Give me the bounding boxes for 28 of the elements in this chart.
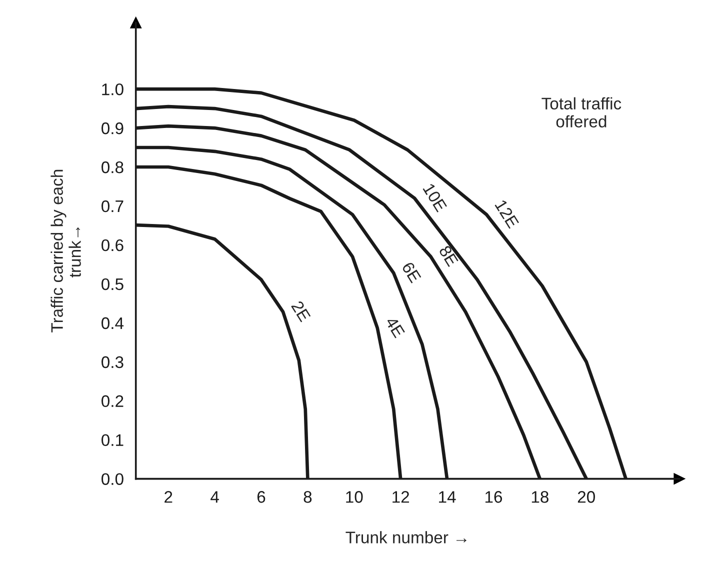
x-tick-label: 16 [485,491,502,503]
y-tick-label: 0.8 [102,161,124,174]
x-tick-label: 10 [346,491,363,503]
y-tick-label: 0.0 [102,473,124,486]
y-tick-label: 0.7 [102,200,124,212]
y-axis-title: Traffic carried by each trunk→ [50,170,81,332]
y-tick-label: 1.0 [102,83,124,96]
y-tick-label: 0.4 [102,317,124,330]
x-tick-label: 14 [439,491,456,503]
y-tick-label: 0.5 [102,278,124,290]
text: 2E [291,300,311,322]
x-tick-label: 12 [392,491,410,503]
text: 4E [385,316,406,338]
y-tick-label: 0.6 [102,239,124,252]
y-tick-label: 0.1 [102,434,124,446]
text: 6E [402,261,422,284]
x-axis-title: Trunk number → [346,531,466,544]
x-tick-label: 6 [257,491,266,503]
x-tick-label: 8 [304,491,312,503]
y-tick-label: 0.2 [102,395,124,408]
x-tick-label: 4 [210,491,219,503]
y-tick-label: 0.9 [102,122,124,134]
x-tick-label: 20 [578,491,595,503]
y-tick-label: 0.3 [102,356,124,368]
x-tick-label: 18 [532,491,548,503]
annotation: Total traffic offered [542,97,622,128]
text: 8E [438,244,459,268]
x-tick-label: 2 [164,491,172,503]
